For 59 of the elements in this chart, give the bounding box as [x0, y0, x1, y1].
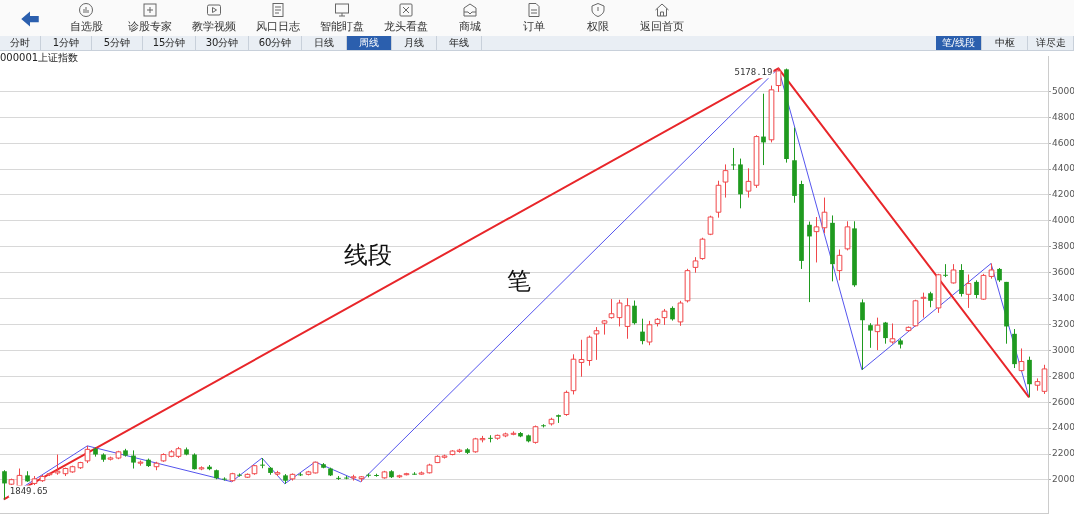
text: 返回首页 [640, 20, 684, 33]
annotation: 5178.19 [734, 66, 773, 77]
text: 智能盯盘 [320, 20, 364, 33]
text: 权限 [587, 20, 609, 33]
candlestick [761, 93, 766, 166]
text: 月线 [392, 36, 437, 50]
y-tick-label: 2000 [1052, 474, 1074, 485]
y-tick-label: 2600 [1052, 396, 1074, 407]
candlestick [959, 263, 964, 298]
text: 笔/线段 [936, 36, 982, 50]
text: 诊股专家 [128, 20, 172, 33]
series-label: 笔 [507, 266, 532, 295]
y-tick-label: 4800 [1052, 111, 1074, 122]
text: 商城 [459, 20, 481, 33]
y-tick-label: 5000 [1052, 85, 1074, 96]
candlestick [260, 457, 265, 469]
candlestick [943, 263, 948, 278]
text: 30分钟 [196, 36, 249, 50]
y-tick-label: 4600 [1052, 137, 1074, 148]
text: 风口日志 [256, 20, 300, 33]
candlestick [2, 469, 7, 500]
y-tick-label: 3000 [1052, 344, 1074, 355]
candlestick [237, 472, 242, 478]
candlestick [868, 322, 873, 349]
annotation: 1849.65 [9, 485, 48, 496]
text: 龙头看盘 [384, 20, 428, 33]
candlestick [860, 298, 865, 371]
y-tick-label: 3200 [1052, 318, 1074, 329]
text: 60分钟 [249, 36, 302, 50]
y-tick-label: 4400 [1052, 163, 1074, 174]
text: 分时 [0, 36, 41, 50]
candlestick [731, 147, 736, 171]
text: 周线 [347, 36, 392, 50]
text: 年线 [437, 36, 482, 50]
y-tick-label: 3400 [1052, 292, 1074, 303]
text: 日线 [302, 36, 347, 50]
y-tick-label: 2400 [1052, 422, 1074, 433]
text: 自选股 [69, 20, 103, 33]
candlestick [640, 318, 645, 345]
chart-title: 000001上证指数 [0, 51, 79, 65]
text: 中枢 [982, 36, 1028, 50]
y-tick-label: 3800 [1052, 241, 1074, 252]
text: 1分钟 [41, 36, 92, 50]
candlestick [807, 221, 812, 303]
series-label: 线段 [343, 241, 392, 270]
text: 15分钟 [143, 36, 196, 50]
candlestick [883, 321, 888, 345]
y-tick-label: 4000 [1052, 215, 1074, 226]
text: 订单 [523, 20, 545, 33]
text: 5分钟 [92, 36, 143, 50]
candlestick [131, 449, 136, 470]
y-tick-label: 2200 [1052, 448, 1074, 459]
text: 教学视频 [192, 20, 236, 33]
text: 详尽走 [1028, 36, 1074, 50]
candlestick [222, 476, 227, 482]
y-tick-label: 2800 [1052, 370, 1074, 381]
y-tick-label: 4200 [1052, 189, 1074, 200]
candlestick [632, 300, 637, 325]
y-tick-label: 3600 [1052, 267, 1074, 278]
